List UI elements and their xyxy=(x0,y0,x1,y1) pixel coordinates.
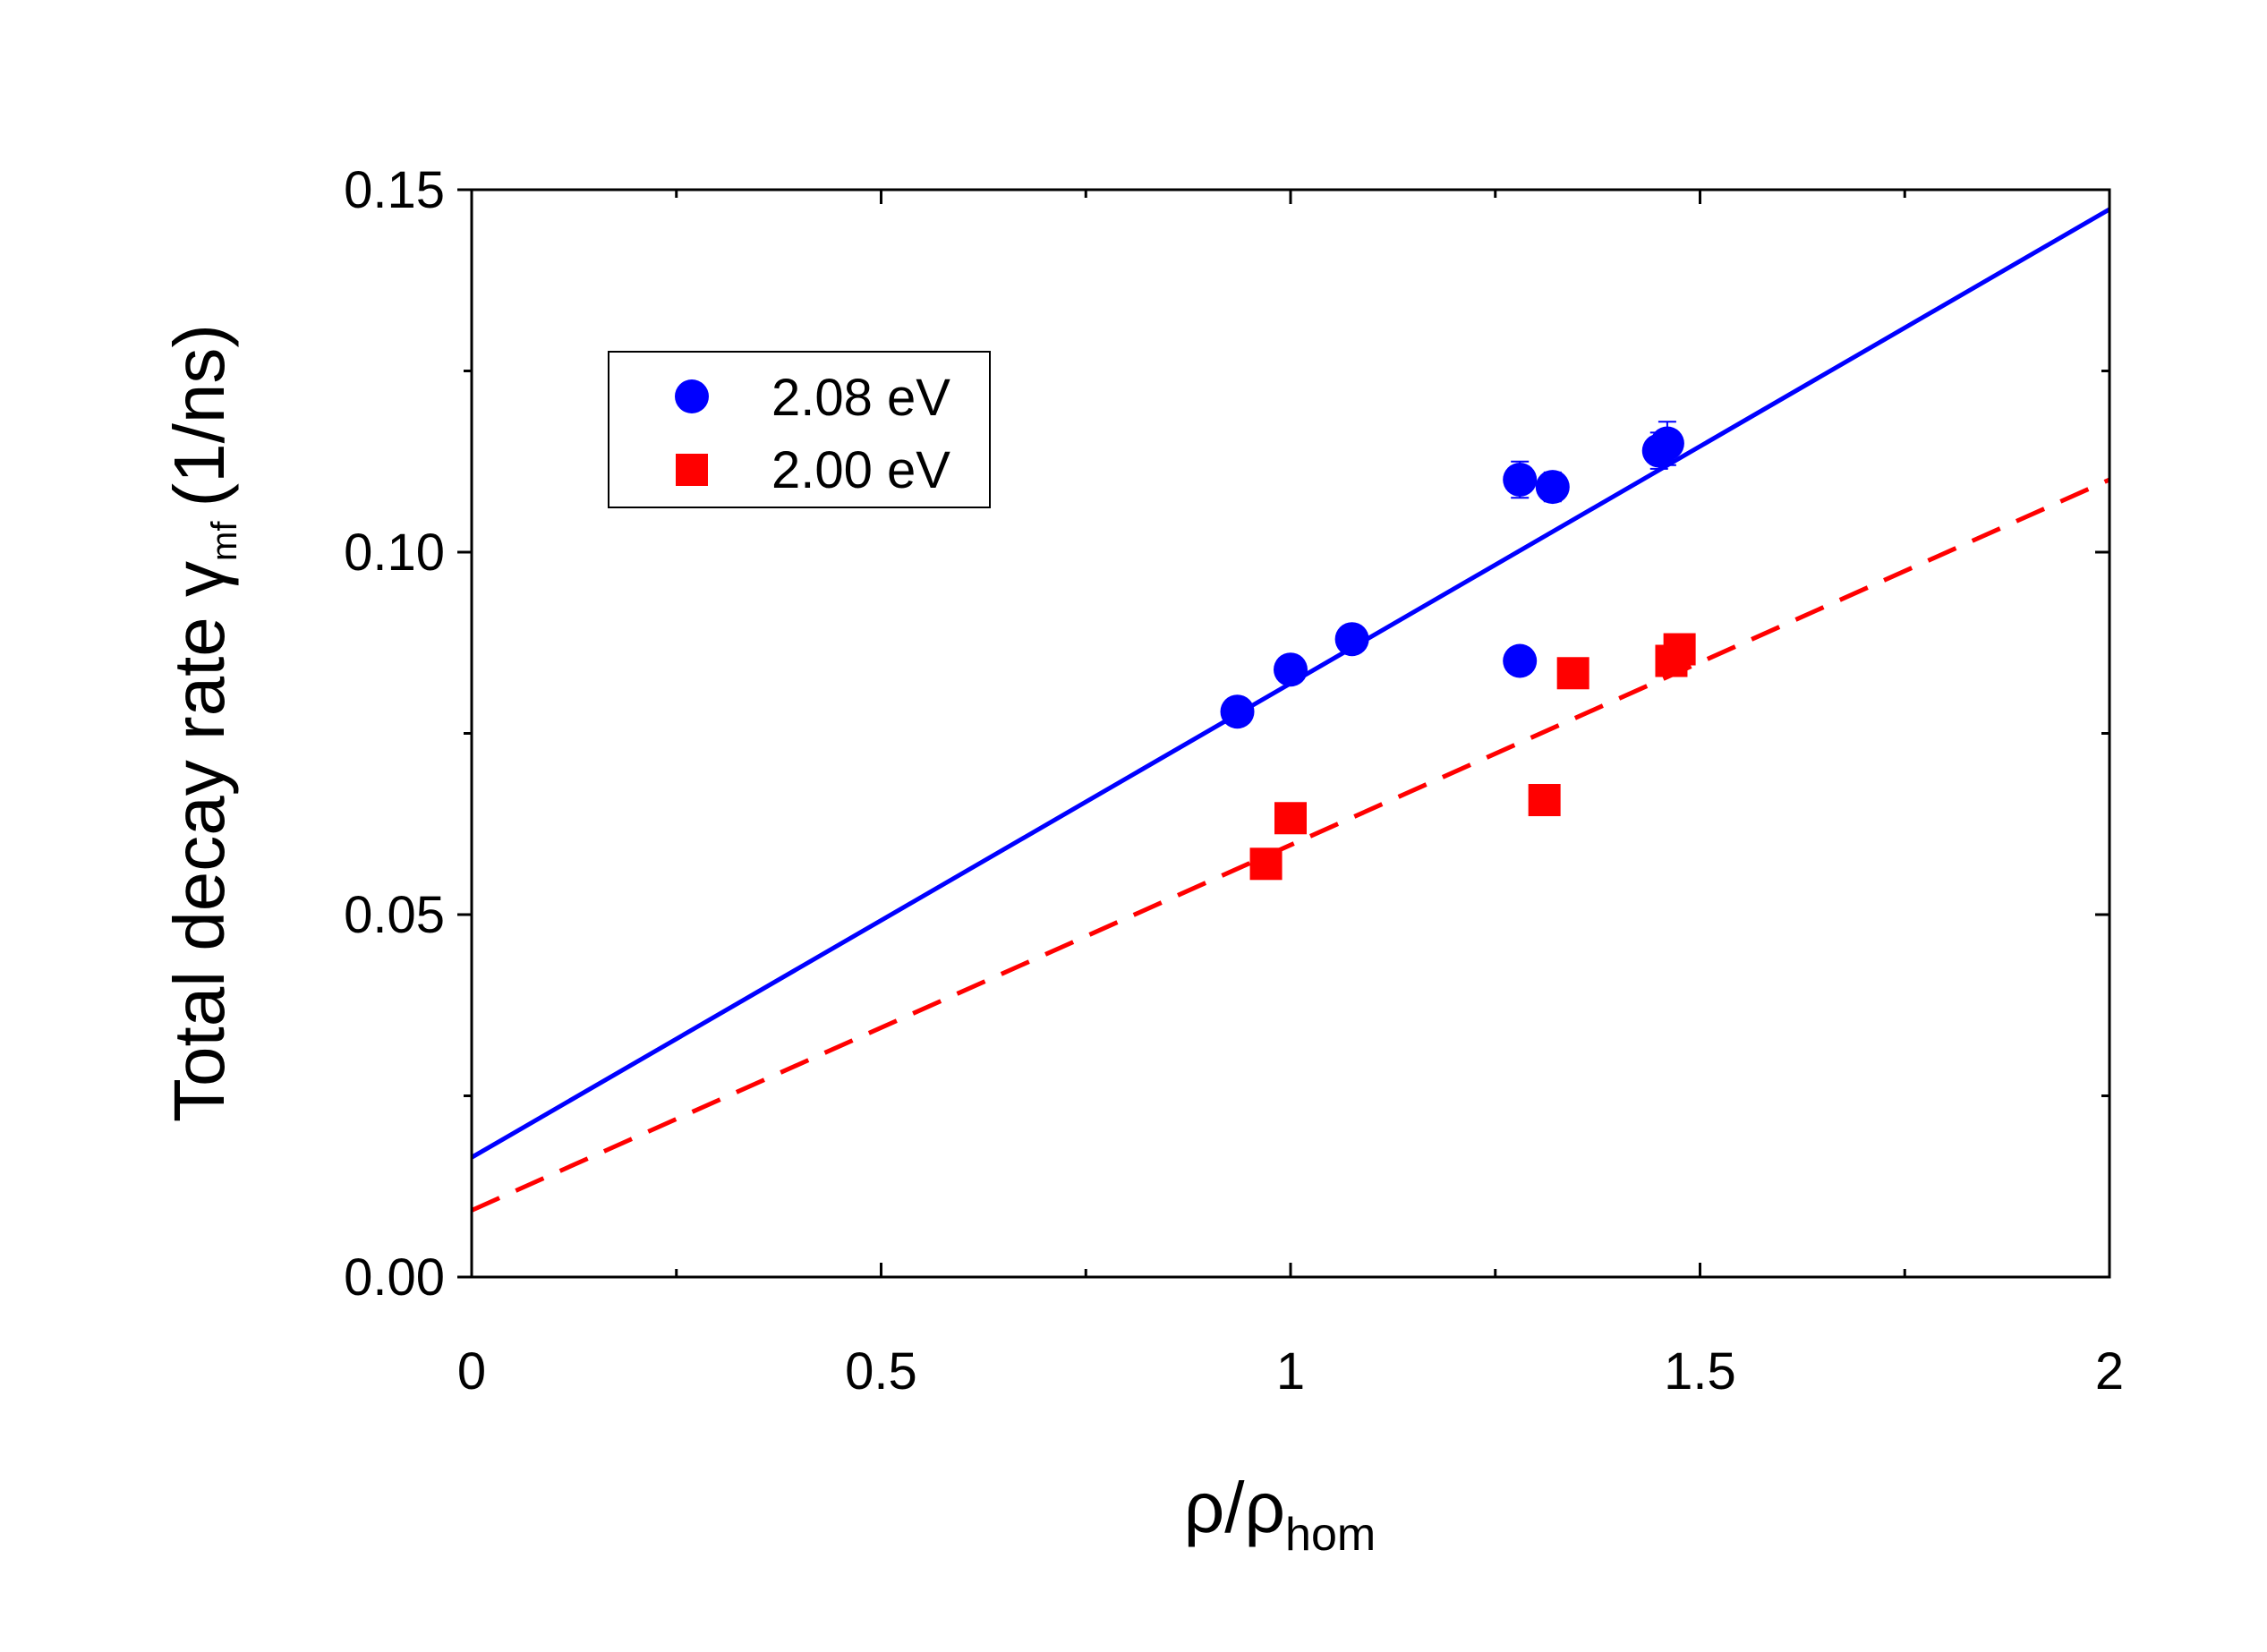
legend-label-2-00-ev: 2.00 eV xyxy=(771,441,950,499)
y-tick-label: 0.00 xyxy=(344,1248,445,1307)
x-tick-labels: 0 0.5 1 1.5 2 xyxy=(457,1342,2124,1401)
x-tick-label: 1.5 xyxy=(1664,1342,1736,1401)
data-point-red xyxy=(1663,633,1696,666)
data-point-red xyxy=(1249,847,1283,881)
legend-label-2-08-ev: 2.08 eV xyxy=(771,369,950,427)
data-point-red xyxy=(1528,784,1561,817)
legend-box xyxy=(608,351,991,508)
data-point-blue xyxy=(1535,470,1570,505)
x-axis-title-sub: hom xyxy=(1285,1509,1376,1561)
data-point-blue xyxy=(1220,694,1255,729)
legend: 2.08 eV 2.00 eV xyxy=(608,351,991,508)
data-point-red xyxy=(1556,657,1589,690)
fit-line-red xyxy=(470,477,2111,1213)
axis-ticks xyxy=(457,188,2111,1279)
x-axis-title-base: ρ/ρ xyxy=(1184,1468,1285,1547)
y-tick-label: 0.05 xyxy=(344,886,445,944)
data-point-red xyxy=(1274,802,1307,835)
y-axis-title-suffix: (1/ns) xyxy=(159,324,239,507)
y-tick-labels: 0.00 0.05 0.10 0.15 xyxy=(344,161,445,1307)
data-points xyxy=(1220,421,1696,881)
y-tick-label: 0.15 xyxy=(344,161,445,219)
legend-marker-2-00-ev xyxy=(676,454,708,486)
x-tick-label: 0.5 xyxy=(845,1342,917,1401)
data-point-blue xyxy=(1503,463,1538,497)
y-tick-label: 0.10 xyxy=(344,524,445,582)
data-point-blue xyxy=(1649,426,1684,461)
legend-marker-2-08-ev xyxy=(675,379,709,413)
y-axis-title-sub: mf xyxy=(205,521,244,561)
x-tick-label: 1 xyxy=(1276,1342,1305,1401)
x-axis-title: ρ/ρhom xyxy=(1184,1468,1376,1561)
y-axis-title: Total decay rate γmf (1/ns) xyxy=(159,324,244,1122)
x-tick-label: 2 xyxy=(2095,1342,2124,1401)
x-tick-label: 0 xyxy=(457,1342,486,1401)
y-axis-title-prefix: Total decay rate γ xyxy=(159,561,239,1122)
data-point-blue xyxy=(1503,643,1538,678)
data-point-blue xyxy=(1274,652,1308,687)
data-point-blue xyxy=(1334,622,1369,657)
